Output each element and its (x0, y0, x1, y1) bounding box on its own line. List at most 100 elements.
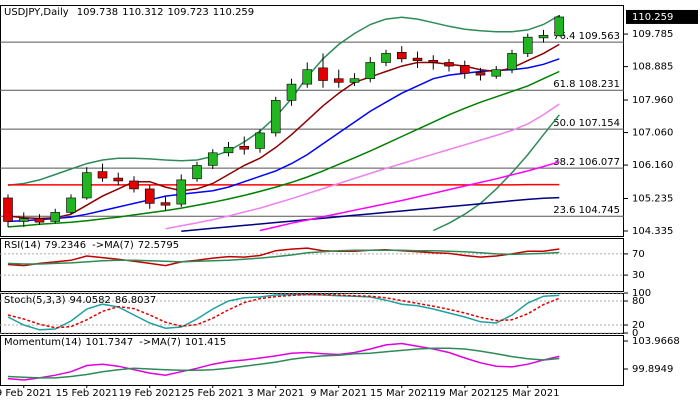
legend-name: ->MA(7) (92, 240, 134, 251)
chart-header: USDJPY,Daily 109.738 110.312 109.723 110.259 (4, 7, 254, 18)
fib-label: 76.4 109.563 (553, 31, 620, 42)
y-tick-label: 105.235 (632, 193, 673, 204)
indicator-header: RSI(14) 79.2346 ->MA(7) 72.5795 (4, 240, 179, 251)
x-tick-label: 9 Mar 2021 (310, 388, 367, 399)
indicator-line (7, 247, 560, 267)
y-tick-label: 106.160 (632, 160, 673, 171)
x-tick-label: 9 Feb 2021 (0, 388, 52, 399)
candle-body (396, 52, 407, 60)
y-tick-label: 0 (632, 328, 638, 339)
legend-value: 94.0582 (69, 295, 110, 306)
y-tick-label: 107.960 (632, 95, 673, 106)
fib-label: 23.6 104.745 (553, 205, 620, 216)
legend-name: ->MA(7) (139, 337, 181, 348)
candle-body (176, 179, 187, 205)
candle-body (81, 172, 92, 199)
legend-value: 72.5795 (138, 240, 179, 251)
y-tick-label: 100 (632, 288, 651, 299)
candle-body (444, 62, 454, 67)
y-tick-label: 107.060 (632, 128, 673, 139)
indicator-line (7, 347, 560, 379)
price-box (626, 9, 698, 24)
legend-value: 79.2346 (45, 240, 86, 251)
x-tick-label: 25 Mar 2021 (496, 388, 559, 399)
indicator-line (181, 196, 560, 232)
candle-body (239, 145, 250, 150)
candle-body (144, 188, 155, 204)
candle-body (192, 165, 202, 180)
candle-body (34, 218, 45, 223)
ohlc-close: 110.259 (213, 7, 254, 18)
y-tick-label: 99.8949 (632, 364, 673, 375)
candle-body (318, 67, 328, 81)
candle-body (554, 16, 565, 37)
y-tick-label: 80 (632, 296, 645, 307)
ohlc-low: 109.723 (167, 7, 208, 18)
candle-body (522, 36, 533, 54)
candle-body (207, 152, 218, 166)
y-tick-label: 70 (632, 249, 645, 260)
legend-name: Momentum(14) (4, 337, 82, 348)
legend-value: 101.7347 (86, 337, 134, 348)
indicator-line (7, 249, 560, 265)
indicator-line (7, 293, 560, 331)
indicator-header: Momentum(14) 101.7347 ->MA(7) 101.415 (4, 337, 226, 348)
candle-body (160, 202, 171, 206)
candle-body (459, 65, 470, 74)
indicator-line (259, 161, 560, 232)
candle-body (381, 53, 391, 63)
candle-body (129, 180, 139, 190)
candle-body (3, 197, 13, 222)
indicator-header: Stoch(5,3,3) 94.0582 86.8037 (4, 295, 156, 306)
indicator-line (165, 103, 560, 230)
legend-value: 86.8037 (115, 295, 156, 306)
chart-title: USDJPY,Daily (4, 7, 69, 18)
candle-body (538, 35, 549, 39)
x-tick-label: 3 Mar 2021 (247, 388, 304, 399)
panel-frame (0, 335, 624, 386)
ohlc-high: 110.312 (122, 7, 163, 18)
y-tick-label: 103.9668 (632, 336, 680, 347)
price-box-label: 110.259 (632, 12, 673, 23)
indicator-line (7, 14, 560, 187)
candle-body (223, 147, 234, 154)
candle-body (255, 132, 265, 149)
candle-body (270, 100, 281, 134)
panel-frame (0, 293, 624, 334)
candle-body (97, 171, 108, 179)
x-tick-label: 19 Mar 2021 (433, 388, 496, 399)
candle-body (428, 59, 439, 63)
panel-frame (0, 238, 624, 292)
candle-body (475, 72, 486, 76)
legend-name: RSI(14) (4, 240, 41, 251)
indicator-line (432, 114, 560, 232)
candle-body (50, 212, 61, 222)
candle-body (66, 197, 76, 213)
candle-body (113, 177, 124, 182)
indicator-line (7, 70, 560, 228)
candle-body (491, 69, 502, 77)
y-tick-label: 108.885 (632, 62, 673, 73)
candle-body (302, 69, 313, 85)
candle-body (507, 53, 517, 70)
ohlc-open: 109.738 (77, 7, 118, 18)
x-tick-label: 19 Feb 2021 (119, 388, 181, 399)
fib-label: 38.2 106.077 (553, 157, 620, 168)
y-tick-label: 30 (632, 270, 645, 281)
candle-body (286, 83, 297, 101)
candle-body (412, 57, 423, 61)
indicator-line (7, 342, 560, 381)
y-tick-label: 109.785 (632, 29, 673, 40)
candle-body (365, 62, 376, 80)
fib-label: 50.0 107.154 (553, 118, 620, 129)
y-tick-label: 104.335 (632, 226, 673, 237)
x-tick-label: 15 Feb 2021 (56, 388, 118, 399)
fib-label: 61.8 108.231 (553, 79, 620, 90)
candle-body (349, 78, 360, 83)
panel-frame (0, 5, 624, 237)
legend-name: Stoch(5,3,3) (4, 295, 66, 306)
x-tick-label: 15 Mar 2021 (370, 388, 433, 399)
x-tick-label: 25 Feb 2021 (182, 388, 244, 399)
